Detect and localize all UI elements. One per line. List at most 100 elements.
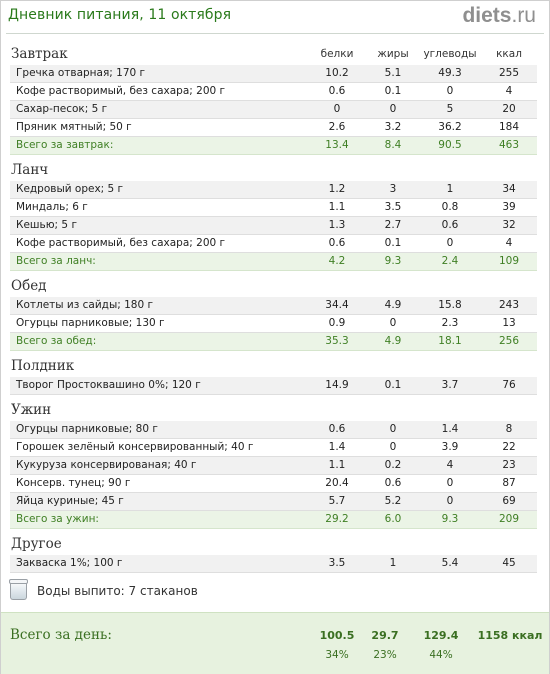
food-name: Консерв. тунец; 90 г <box>16 477 131 489</box>
food-fat: 2.7 <box>384 219 402 231</box>
day-total-carbs: 129.4 <box>423 629 459 642</box>
food-carbs: 0.6 <box>441 219 459 231</box>
food-protein: 1.3 <box>328 219 346 231</box>
food-protein: 20.4 <box>325 477 349 489</box>
section-title: Другое <box>11 536 62 552</box>
food-carbs: 0 <box>446 495 454 507</box>
food-fat: 0.1 <box>384 85 402 97</box>
food-fat: 0.1 <box>384 379 402 391</box>
food-protein: 0.6 <box>328 423 346 435</box>
food-fat: 1 <box>389 557 397 569</box>
total-carbs: 90.5 <box>438 139 462 151</box>
food-kcal: 4 <box>505 237 513 249</box>
section-title: Ужин <box>11 402 52 418</box>
site-logo[interactable]: diets.ru <box>462 4 536 28</box>
food-fat: 4.9 <box>384 299 402 311</box>
food-protein: 1.2 <box>328 183 346 195</box>
food-kcal: 13 <box>502 317 516 329</box>
food-protein: 3.5 <box>328 557 346 569</box>
food-protein: 1.4 <box>328 441 346 453</box>
food-name: Огурцы парниковые; 80 г <box>16 423 158 435</box>
food-name: Кешью; 5 г <box>16 219 77 231</box>
food-fat: 0 <box>389 441 397 453</box>
food-row: Котлеты из сайды; 180 г 34.4 4.9 15.8 243 <box>10 297 537 315</box>
total-carbs: 2.4 <box>441 255 459 267</box>
water-text: Воды выпито: 7 стаканов <box>37 584 198 598</box>
food-carbs: 3.9 <box>441 441 459 453</box>
food-fat: 0 <box>389 423 397 435</box>
food-name: Гречка отварная; 170 г <box>16 67 146 79</box>
food-name: Миндаль; 6 г <box>16 201 88 213</box>
section-total-label: Всего за обед: <box>16 335 97 347</box>
section-total-label: Всего за завтрак: <box>16 139 114 151</box>
food-row: Горошек зелёный консервированный; 40 г 1.… <box>10 439 537 457</box>
total-fat: 6.0 <box>384 513 402 525</box>
total-fat: 9.3 <box>384 255 402 267</box>
food-row: Гречка отварная; 170 г 10.2 5.1 49.3 255 <box>10 65 537 83</box>
day-total-fat: 29.7 <box>371 629 399 642</box>
column-header-kcal: ккал <box>496 48 522 60</box>
food-protein: 10.2 <box>325 67 349 79</box>
food-name: Огурцы парниковые; 130 г <box>16 317 165 329</box>
day-pct-carbs: 44% <box>429 649 453 661</box>
food-kcal: 45 <box>502 557 516 569</box>
section-header: Полдник <box>0 357 550 377</box>
total-protein: 4.2 <box>328 255 346 267</box>
food-kcal: 87 <box>502 477 516 489</box>
food-name: Кукуруза консервированая; 40 г <box>16 459 197 471</box>
food-fat: 3.5 <box>384 201 402 213</box>
food-carbs: 49.3 <box>438 67 462 79</box>
section-header: Ланч <box>0 161 550 181</box>
water-intake: Воды выпито: 7 стаканов <box>9 578 310 604</box>
food-name: Яйца куриные; 45 г <box>16 495 124 507</box>
food-kcal: 255 <box>498 67 520 79</box>
food-carbs: 5 <box>446 103 454 115</box>
logo-main: diets <box>462 4 512 27</box>
food-name: Кофе растворимый, без сахара; 200 г <box>16 237 226 249</box>
section-total-row: Всего за ланч: 4.2 9.3 2.4 109 <box>10 253 537 271</box>
food-name: Кофе растворимый, без сахара; 200 г <box>16 85 226 97</box>
column-header-protein: белки <box>320 48 354 60</box>
total-kcal: 463 <box>498 139 520 151</box>
food-protein: 14.9 <box>325 379 349 391</box>
food-fat: 3.2 <box>384 121 402 133</box>
food-protein: 0.6 <box>328 237 346 249</box>
food-name: Сахар-песок; 5 г <box>16 103 108 115</box>
logo-suffix: .ru <box>511 4 536 27</box>
food-carbs: 3.7 <box>441 379 459 391</box>
food-protein: 2.6 <box>328 121 346 133</box>
food-row: Яйца куриные; 45 г 5.7 5.2 0 69 <box>10 493 537 511</box>
food-carbs: 4 <box>446 459 454 471</box>
food-carbs: 15.8 <box>438 299 462 311</box>
food-protein: 34.4 <box>325 299 349 311</box>
food-fat: 3 <box>389 183 397 195</box>
day-total-panel: Всего за день: 100.5 29.7 129.4 1158 кка… <box>1 612 549 674</box>
day-total-protein: 100.5 <box>319 629 355 642</box>
food-kcal: 20 <box>502 103 516 115</box>
day-total-label: Всего за день: <box>10 627 112 643</box>
total-carbs: 18.1 <box>438 335 462 347</box>
food-row: Кукуруза консервированая; 40 г 1.1 0.2 4 23 <box>10 457 537 475</box>
food-kcal: 32 <box>502 219 516 231</box>
food-row: Пряник мятный; 50 г 2.6 3.2 36.2 184 <box>10 119 537 137</box>
day-total-kcal: 1158 ккал <box>477 629 543 642</box>
food-fat: 5.1 <box>384 67 402 79</box>
food-name: Творог Простоквашино 0%; 120 г <box>16 379 201 391</box>
food-fat: 5.2 <box>384 495 402 507</box>
section-title: Ланч <box>11 162 49 178</box>
page-header: Дневник питания, 11 октября diets.ru <box>0 0 550 34</box>
page-title: Дневник питания, 11 октября <box>8 7 232 23</box>
food-row: Творог Простоквашино 0%; 120 г 14.9 0.1 3.7… <box>10 377 537 395</box>
food-kcal: 8 <box>505 423 513 435</box>
food-row: Кешью; 5 г 1.3 2.7 0.6 32 <box>10 217 537 235</box>
section-total-row: Всего за обед: 35.3 4.9 18.1 256 <box>10 333 537 351</box>
total-kcal: 109 <box>498 255 520 267</box>
total-kcal: 209 <box>498 513 520 525</box>
food-protein: 0 <box>333 103 341 115</box>
food-name: Закваска 1%; 100 г <box>16 557 123 569</box>
total-carbs: 9.3 <box>441 513 459 525</box>
food-row: Огурцы парниковые; 80 г 0.6 0 1.4 8 <box>10 421 537 439</box>
food-name: Пряник мятный; 50 г <box>16 121 132 133</box>
section-total-row: Всего за завтрак: 13.4 8.4 90.5 463 <box>10 137 537 155</box>
food-row: Кедровый орех; 5 г 1.2 3 1 34 <box>10 181 537 199</box>
